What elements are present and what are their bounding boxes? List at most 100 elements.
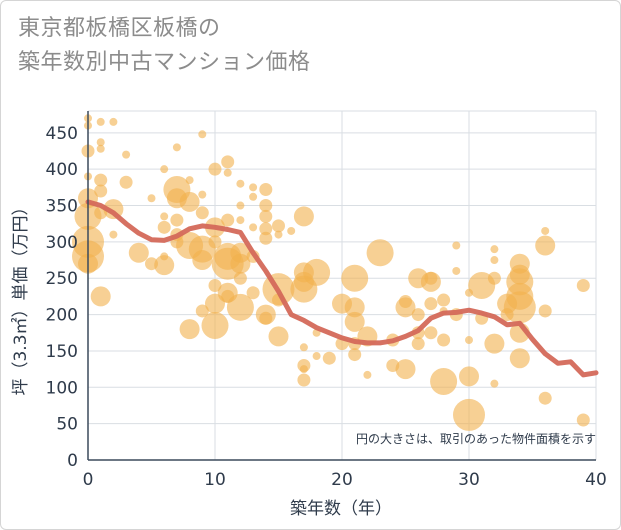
data-bubble [424, 326, 438, 340]
data-bubble [344, 311, 365, 332]
data-bubble [490, 256, 499, 265]
data-bubble [430, 367, 458, 395]
y-tick-label: 250 [46, 269, 78, 289]
data-bubble [96, 117, 105, 126]
data-bubble [293, 206, 314, 227]
data-bubble [198, 130, 207, 139]
y-tick-label: 450 [46, 124, 78, 144]
data-bubble [109, 117, 118, 126]
data-bubble [249, 223, 258, 232]
data-bubble [259, 199, 273, 213]
data-bubble [341, 264, 369, 292]
tick-labels: 0 50 100 150 200 250 300 350 400 450 0 10 20 30 40 [46, 124, 607, 490]
data-bubble [268, 326, 289, 347]
data-bubble [198, 190, 207, 199]
data-bubble [297, 373, 311, 387]
data-bubble [249, 183, 258, 192]
data-bubble [249, 192, 258, 201]
data-bubble [395, 359, 416, 380]
data-bubble [538, 391, 552, 405]
data-bubble [411, 337, 425, 351]
data-bubble [208, 162, 222, 176]
data-bubble [259, 231, 273, 245]
y-tick-label: 0 [67, 451, 78, 471]
data-bubble [490, 245, 499, 254]
data-bubble [420, 271, 441, 292]
y-tick-label: 100 [46, 378, 78, 398]
data-bubble [226, 293, 254, 321]
y-tick-label: 350 [46, 197, 78, 217]
data-bubble [230, 253, 251, 274]
data-bubble [208, 235, 222, 249]
data-bubble [90, 286, 111, 307]
data-bubble [94, 173, 108, 187]
data-bubble [484, 333, 505, 354]
title-line-2: 築年数別中古マンション価格 [18, 50, 311, 75]
data-bubble [259, 311, 273, 325]
data-bubble [195, 206, 209, 220]
data-bubble [236, 179, 245, 188]
x-tick-label: 20 [331, 470, 353, 490]
data-bubble [459, 366, 479, 387]
data-bubble [303, 258, 331, 286]
trend-layer [85, 199, 599, 378]
data-bubble [185, 176, 194, 185]
data-bubble [274, 230, 283, 239]
bubble-layer [72, 114, 590, 431]
data-bubble [109, 230, 118, 239]
data-bubble [366, 239, 394, 267]
data-bubble [437, 293, 451, 307]
data-bubble [96, 138, 105, 147]
data-bubble [411, 308, 425, 322]
data-bubble [96, 144, 105, 153]
data-bubble [259, 209, 273, 223]
data-bubble [322, 351, 336, 365]
data-bubble [348, 348, 362, 362]
y-tick-label: 50 [56, 415, 78, 435]
data-bubble [208, 279, 222, 292]
title-line-1: 東京都板橋区板橋の [18, 16, 221, 41]
axes [87, 111, 596, 461]
data-bubble [452, 266, 461, 275]
data-bubble [259, 183, 273, 197]
data-bubble [535, 235, 556, 256]
data-bubble [94, 184, 108, 198]
data-bubble [299, 365, 308, 374]
data-bubble [246, 286, 260, 300]
trend-line [85, 199, 599, 378]
data-bubble [299, 343, 308, 352]
data-bubble [201, 311, 229, 339]
data-bubble [157, 220, 171, 234]
data-bubble [541, 226, 550, 235]
x-tick-label: 10 [204, 470, 226, 490]
data-bubble [453, 398, 485, 431]
data-bubble [344, 297, 365, 318]
data-bubble [576, 413, 590, 427]
data-bubble [259, 222, 273, 236]
x-tick-label: 30 [458, 470, 480, 490]
x-axis-label: 築年数（年） [290, 499, 392, 519]
x-tick-label: 40 [585, 470, 607, 490]
data-bubble [272, 219, 285, 233]
data-bubble [147, 194, 156, 203]
data-bubble [195, 304, 209, 318]
y-tick-label: 300 [46, 233, 78, 253]
data-bubble [576, 279, 590, 292]
data-bubble [363, 370, 372, 379]
y-tick-label: 200 [46, 306, 78, 326]
data-bubble [487, 271, 501, 285]
y-axis-label: 坪（3.3㎡）単価（万円） [11, 198, 31, 395]
data-bubble [465, 336, 473, 345]
data-bubble [452, 241, 461, 250]
data-bubble [503, 291, 536, 324]
x-tick-label: 0 [83, 470, 94, 490]
data-bubble [128, 242, 149, 263]
data-bubble [160, 212, 169, 221]
data-bubble [160, 165, 169, 174]
y-tick-label: 150 [46, 342, 78, 362]
y-tick-label: 400 [46, 160, 78, 180]
data-bubble [170, 213, 184, 227]
data-bubble [437, 333, 451, 347]
data-bubble [122, 150, 131, 159]
